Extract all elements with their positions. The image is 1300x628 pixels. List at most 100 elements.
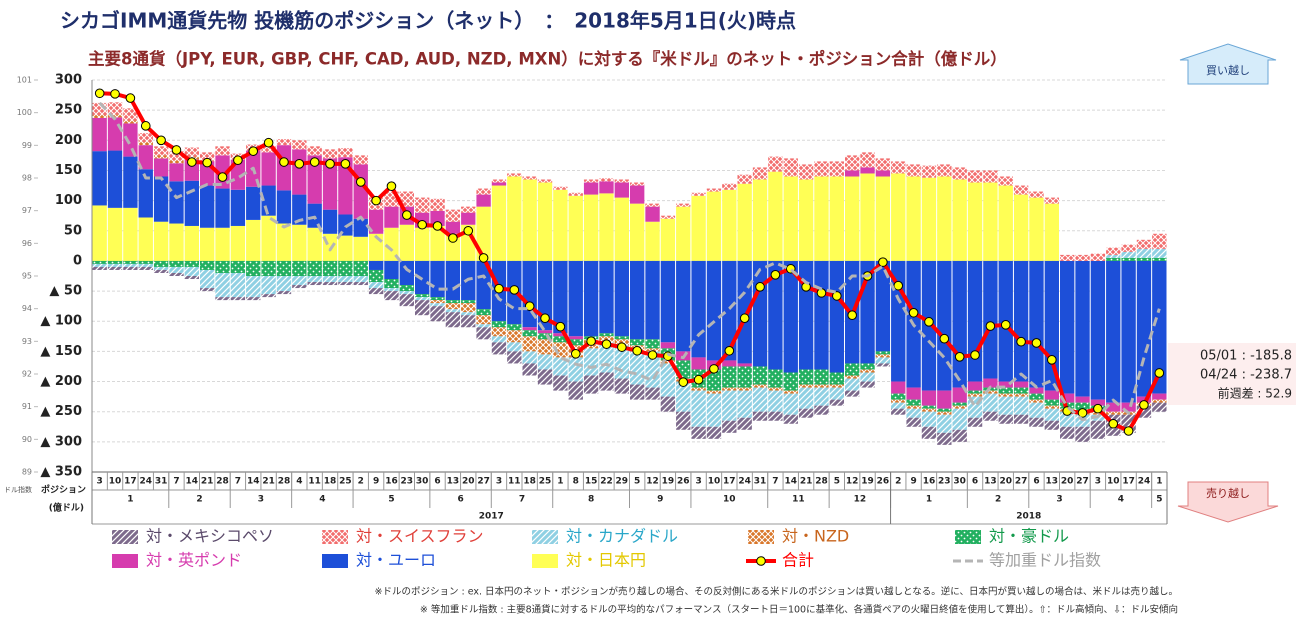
- bar-segment: [1075, 396, 1090, 403]
- x-tick-label: 19: [662, 477, 675, 487]
- bar-segment: [507, 330, 522, 343]
- y2-tick-label: 97: [22, 206, 32, 215]
- bar-segment: [860, 372, 875, 382]
- up-button[interactable]: 買い越し: [1179, 43, 1277, 85]
- bar-segment: [875, 260, 891, 352]
- bar-segment: [691, 390, 706, 427]
- bar-segment: [599, 260, 614, 334]
- marker: [386, 181, 397, 191]
- x-tick-label: 7: [173, 477, 179, 487]
- marker: [724, 345, 735, 356]
- bar-segment: [307, 260, 322, 276]
- y-tick-label: 50: [64, 223, 82, 238]
- bar-segment: [307, 276, 322, 283]
- bar-segment: [1013, 185, 1029, 195]
- month-label: 11: [792, 495, 805, 505]
- x-tick-label: 12: [646, 477, 659, 487]
- x-tick-label: 3: [496, 477, 502, 487]
- month-label: 8: [588, 495, 594, 505]
- marker: [125, 93, 136, 103]
- bar-segment: [430, 210, 445, 226]
- bar-segment: [1136, 257, 1152, 261]
- bar-segment: [491, 182, 507, 186]
- bar-segment: [1044, 197, 1059, 204]
- bar-segment: [1121, 251, 1136, 258]
- down-button[interactable]: 売り越し: [1177, 481, 1279, 523]
- marker: [248, 146, 259, 156]
- bar-segment: [1060, 426, 1075, 439]
- legend-label: 対・メキシコペソ: [146, 527, 274, 546]
- bar-segment: [614, 197, 629, 261]
- bar-segment: [645, 221, 660, 261]
- bar-segment: [1044, 408, 1059, 421]
- bar-segment: [491, 342, 507, 355]
- x-tick-label: 3: [1095, 477, 1101, 487]
- x-tick-label: 31: [155, 477, 168, 487]
- bar-segment: [92, 114, 107, 118]
- bar-segment: [276, 190, 292, 224]
- bar-segment: [952, 387, 967, 403]
- bar-segment: [1013, 387, 1029, 394]
- up-button-label[interactable]: 買い越し: [1206, 63, 1250, 77]
- bar-segment: [522, 330, 537, 337]
- bar-segment: [246, 186, 261, 220]
- bar-segment: [967, 381, 983, 391]
- month-label: 5: [388, 495, 394, 505]
- bar-segment: [860, 152, 875, 168]
- bar-segment: [230, 225, 246, 261]
- bar-segment: [891, 408, 906, 415]
- x-tick-label: 29: [616, 477, 629, 487]
- month-label: 1: [926, 495, 932, 505]
- marker: [709, 364, 719, 374]
- bar-segment: [921, 405, 937, 409]
- bar-segment: [476, 324, 491, 328]
- x-tick-label: 28: [216, 477, 229, 487]
- x-tick-label: 24: [1138, 477, 1151, 487]
- bar-segment: [921, 390, 937, 406]
- bar-segment: [384, 227, 399, 261]
- bar-segment: [169, 181, 184, 224]
- bar-segment: [599, 181, 614, 194]
- bar-segment: [614, 339, 629, 346]
- bar-segment: [338, 282, 353, 286]
- bar-segment: [215, 188, 230, 228]
- down-button-label[interactable]: 売り越し: [1206, 486, 1250, 500]
- marker: [171, 145, 182, 155]
- x-tick-label: 30: [953, 477, 966, 487]
- marker: [586, 336, 596, 346]
- bar-segment: [983, 411, 998, 421]
- y2-tick-label: 90: [22, 435, 32, 444]
- x-tick-label: 21: [800, 477, 813, 487]
- down-arrow[interactable]: [1177, 481, 1279, 523]
- bar-segment: [246, 219, 261, 261]
- x-tick-label: 23: [401, 477, 414, 487]
- bar-segment: [752, 387, 768, 412]
- bar-segment: [476, 327, 491, 340]
- bar-segment: [1090, 260, 1106, 400]
- bar-segment: [691, 387, 706, 391]
- bar-segment: [875, 176, 891, 261]
- bar-segment: [169, 151, 184, 161]
- bar-segment: [845, 378, 860, 391]
- bar-segment: [200, 152, 215, 162]
- bar-segment: [246, 276, 261, 298]
- x-tick-label: 21: [262, 477, 275, 487]
- bar-segment: [768, 171, 783, 261]
- x-tick-label: 27: [1015, 477, 1028, 487]
- marker: [893, 280, 904, 291]
- up-arrow[interactable]: [1179, 43, 1277, 85]
- bar-segment: [614, 179, 629, 183]
- bar-segment: [676, 411, 691, 430]
- month-label: 12: [854, 495, 867, 505]
- bar-segment: [952, 260, 967, 388]
- bar-segment: [614, 336, 629, 340]
- month-label: 5: [1156, 495, 1162, 505]
- bar-segment: [660, 363, 676, 397]
- marker: [1093, 403, 1103, 414]
- bar-segment: [230, 189, 246, 226]
- bar-segment: [1029, 260, 1044, 388]
- bar-segment: [645, 206, 660, 222]
- legend-label: 対・日本円: [566, 551, 646, 570]
- marker: [202, 157, 212, 168]
- bar-segment: [430, 297, 445, 301]
